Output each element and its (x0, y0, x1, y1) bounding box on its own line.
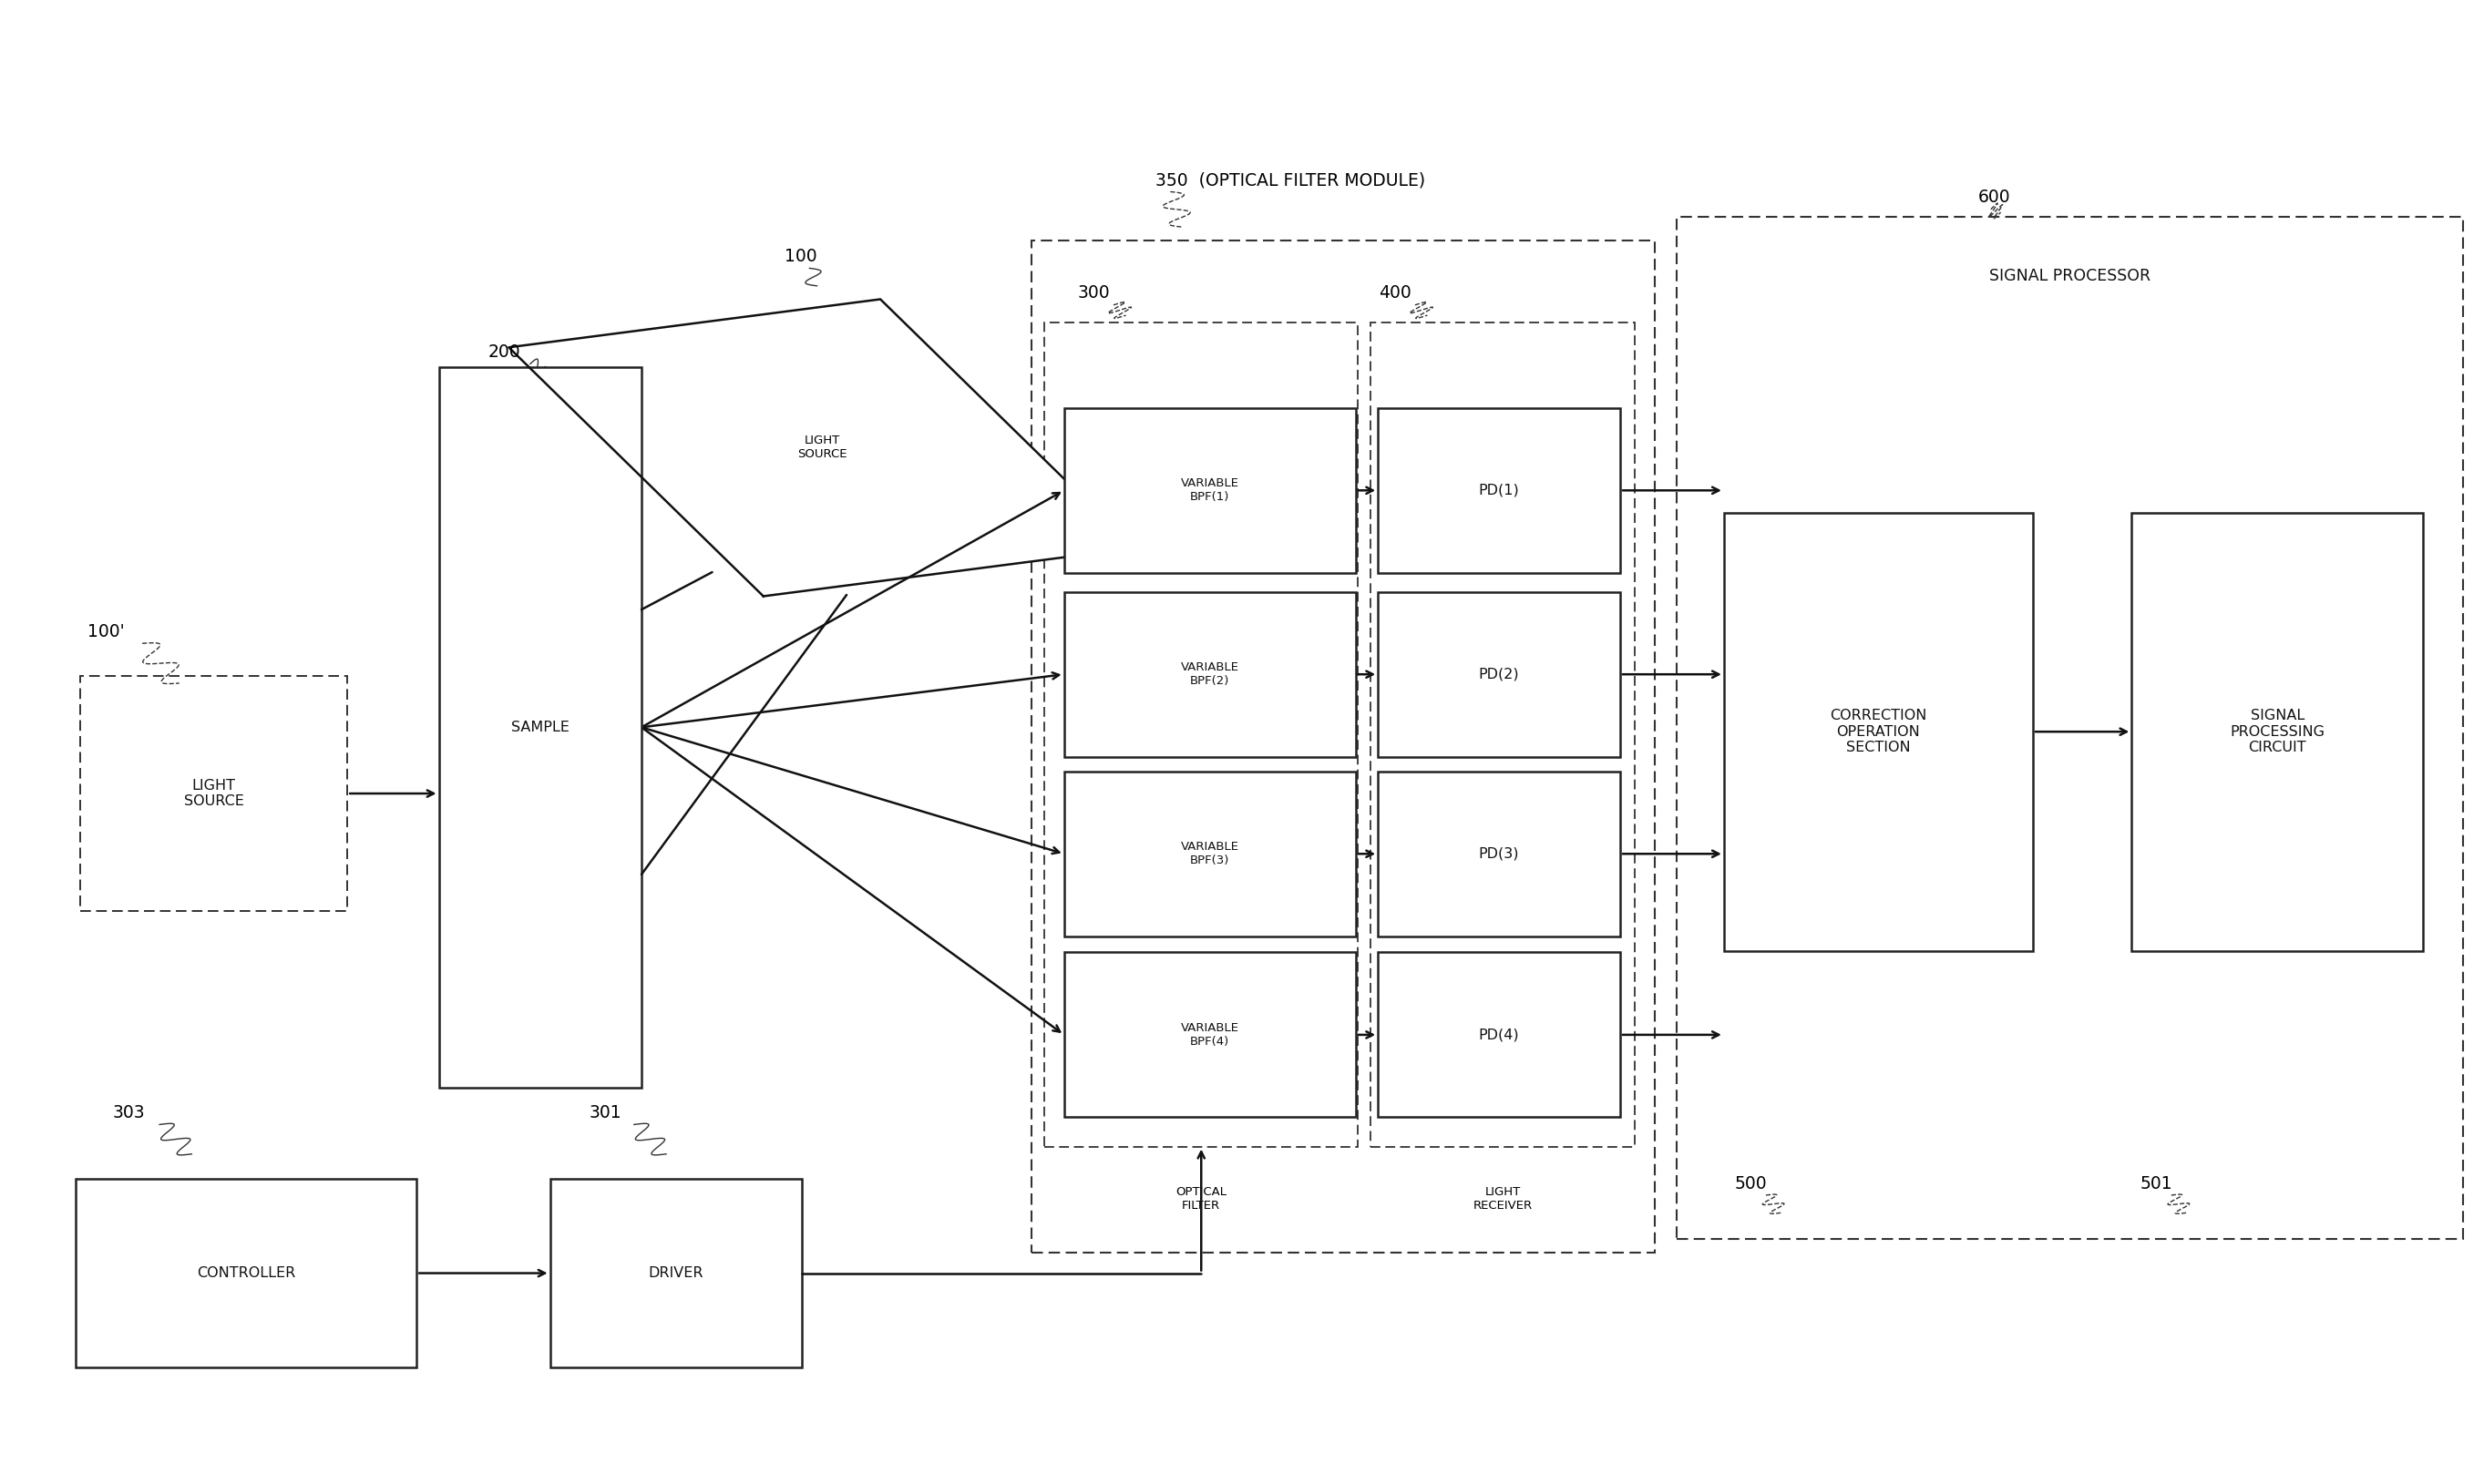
Text: 301: 301 (589, 1104, 621, 1122)
Text: LIGHT
SOURCE: LIGHT SOURCE (797, 435, 847, 460)
Text: 501: 501 (2141, 1175, 2174, 1192)
Bar (1031, 240, 1654, 1252)
Bar (1379, 953, 1620, 1117)
Text: 300: 300 (1078, 285, 1110, 301)
Text: VARIABLE
BPF(2): VARIABLE BPF(2) (1180, 662, 1240, 687)
Text: CONTROLLER: CONTROLLER (196, 1266, 296, 1281)
Bar (1063, 772, 1356, 936)
Bar (2131, 512, 2424, 951)
Text: PD(3): PD(3) (1478, 847, 1520, 861)
Text: PD(4): PD(4) (1478, 1028, 1520, 1042)
Bar (1043, 322, 1359, 1147)
Text: PD(1): PD(1) (1478, 484, 1520, 497)
Bar (1063, 592, 1356, 757)
Text: VARIABLE
BPF(4): VARIABLE BPF(4) (1180, 1022, 1240, 1048)
Bar (1677, 217, 2462, 1239)
Text: VARIABLE
BPF(1): VARIABLE BPF(1) (1180, 478, 1240, 503)
Text: 100: 100 (785, 248, 817, 266)
Bar (79, 675, 348, 911)
Bar (1063, 953, 1356, 1117)
Bar (1379, 592, 1620, 757)
Text: OPTICAL
FILTER: OPTICAL FILTER (1175, 1186, 1227, 1212)
Text: VARIABLE
BPF(3): VARIABLE BPF(3) (1180, 841, 1240, 867)
Text: 600: 600 (1977, 188, 2012, 206)
Text: 303: 303 (112, 1104, 144, 1122)
Text: CORRECTION
OPERATION
SECTION: CORRECTION OPERATION SECTION (1831, 709, 1928, 754)
Bar (1379, 772, 1620, 936)
Text: 200: 200 (489, 343, 522, 361)
Bar (1724, 512, 2032, 951)
Bar (1379, 408, 1620, 573)
Polygon shape (509, 300, 1135, 597)
Text: 350  (OPTICAL FILTER MODULE): 350 (OPTICAL FILTER MODULE) (1155, 171, 1426, 188)
Text: SIGNAL PROCESSOR: SIGNAL PROCESSOR (1990, 267, 2151, 283)
Text: 100': 100' (87, 623, 124, 640)
Text: LIGHT
RECEIVER: LIGHT RECEIVER (1473, 1186, 1533, 1212)
Text: PD(2): PD(2) (1478, 668, 1520, 681)
Text: 400: 400 (1379, 285, 1411, 301)
Text: DRIVER: DRIVER (648, 1266, 703, 1281)
Text: 500: 500 (1734, 1175, 1766, 1192)
Bar (1063, 408, 1356, 573)
Bar (1371, 322, 1634, 1147)
Text: SIGNAL
PROCESSING
CIRCUIT: SIGNAL PROCESSING CIRCUIT (2231, 709, 2325, 754)
Bar (75, 1178, 417, 1367)
Bar (549, 1178, 802, 1367)
Text: SAMPLE: SAMPLE (512, 720, 569, 735)
Bar (440, 367, 641, 1088)
Text: LIGHT
SOURCE: LIGHT SOURCE (184, 779, 243, 809)
